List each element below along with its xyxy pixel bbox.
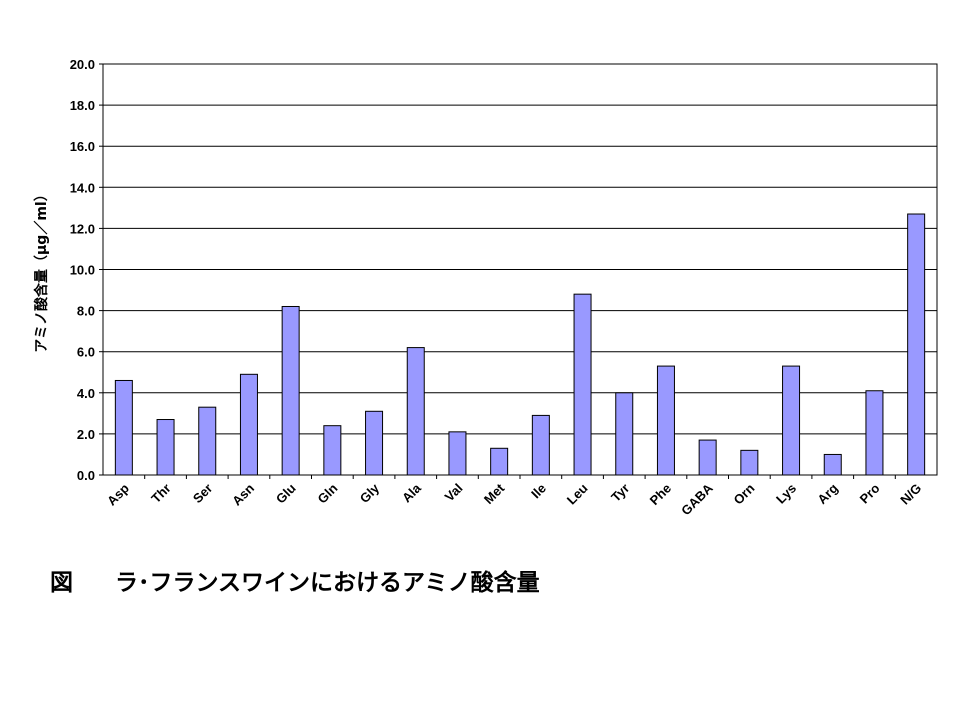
y-tick-label: 18.0 [70,98,95,113]
bar-met [490,447,509,476]
bar-lys [782,365,801,476]
caption-text: ラ･フランスワインにおけるアミノ酸含量 [115,570,540,596]
x-tick-label: Tyr [608,481,632,505]
x-tick-label: Phe [647,481,674,508]
bar-ala [406,347,425,476]
y-tick-label: 10.0 [70,263,95,278]
bar-gly [365,410,384,476]
bar-leu [573,293,592,476]
y-tick-label: 6.0 [77,345,95,360]
x-tick-label: Ser [190,481,215,506]
bar-asp [114,379,133,476]
y-tick-label: 2.0 [77,427,95,442]
y-tick-label: 14.0 [70,180,95,195]
x-tick-label: GABA [678,480,716,518]
y-tick-label: 8.0 [77,304,95,319]
x-tick-label: Met [481,480,508,507]
y-tick-label: 16.0 [70,139,95,154]
bar-val [448,431,467,476]
x-tick-label: Pro [857,480,883,506]
x-tick-label: Gly [357,480,383,506]
x-tick-label: Asp [104,480,132,508]
y-axis-ticks: 0.0 2.0 4.0 6.0 8.0 10.0 12.0 14.0 16.0 18.0 20.0 [70,57,103,483]
bar-gaba [698,439,717,476]
bar-tyr [615,392,634,476]
bar-chart: 0.02.04.06.08.010.012.014.016.018.020.0 … [33,57,938,518]
x-axis-labels: Asp Thr Ser Asn Glu Gln Gly Ala Val Met Ile Leu Tyr P… [104,475,924,518]
bar-arg [823,453,842,476]
y-tick-label: 20.0 [70,57,95,72]
bar-phe [656,365,675,476]
y-tick-label: 4.0 [77,386,95,401]
bar-asn [239,373,258,476]
x-tick-label: N/G [897,481,924,508]
bar-ser [198,406,217,476]
x-tick-label: Glu [273,480,299,506]
bar-ng [907,213,926,476]
bar-pro [865,390,884,476]
bar-orn [740,449,759,476]
x-tick-label: Val [442,481,466,505]
y-axis-label: アミノ酸含量（μg／ml） [33,187,50,352]
bar-ile [531,414,550,476]
x-tick-label: Leu [564,480,591,507]
x-tick-label: Arg [814,480,840,506]
figure-caption: 図 ラ･フランスワインにおけるアミノ酸含量 [50,563,540,597]
x-tick-label: Orn [731,480,758,507]
x-tick-label: Asn [229,480,257,508]
figure-label: 図 [50,570,73,596]
bar-thr [156,419,175,476]
x-tick-label: Lys [773,481,799,507]
x-tick-label: Thr [148,481,173,506]
bar-gln [323,425,342,476]
x-tick-label: Ala [399,480,424,505]
gridlines [103,63,937,476]
bars [114,213,926,476]
x-tick-label: Gln [315,480,341,506]
y-tick-label: 12.0 [70,221,95,236]
y-tick-label: 0.0 [77,468,95,483]
x-tick-label: Ile [528,481,549,502]
bar-glu [281,305,300,476]
